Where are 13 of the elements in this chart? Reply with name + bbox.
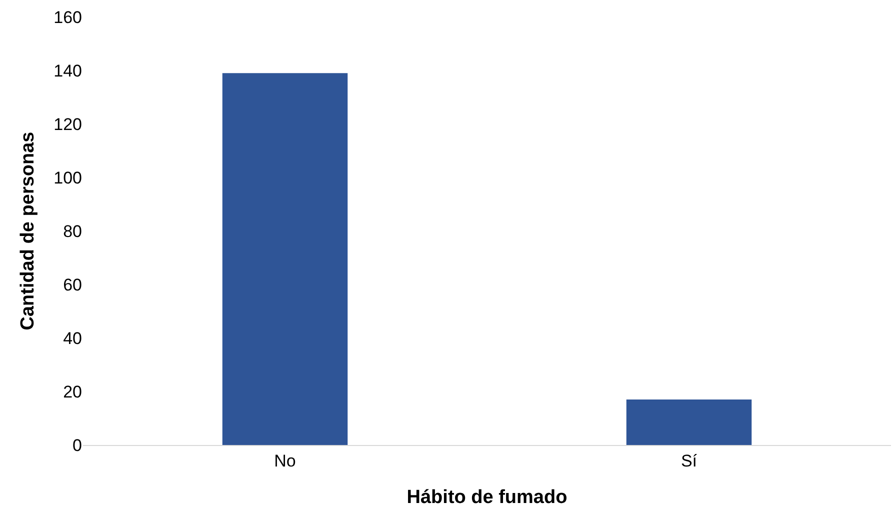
y-axis-title: Cantidad de personas	[17, 132, 38, 330]
y-tick-label: 0	[72, 436, 82, 455]
y-tick-label: 40	[63, 328, 82, 348]
y-tick-label: 140	[54, 61, 82, 80]
y-tick-label: 60	[63, 275, 82, 294]
x-tick-label: No	[274, 451, 296, 470]
y-tick-label: 80	[63, 222, 82, 241]
x-axis-title: Hábito de fumado	[406, 487, 568, 508]
x-tick-label: Sí	[680, 451, 698, 470]
y-tick-label: 100	[54, 168, 82, 188]
y-tick-label: 20	[63, 382, 82, 402]
y-tick-label: 120	[54, 114, 82, 134]
y-tick-label: 160	[54, 8, 82, 27]
